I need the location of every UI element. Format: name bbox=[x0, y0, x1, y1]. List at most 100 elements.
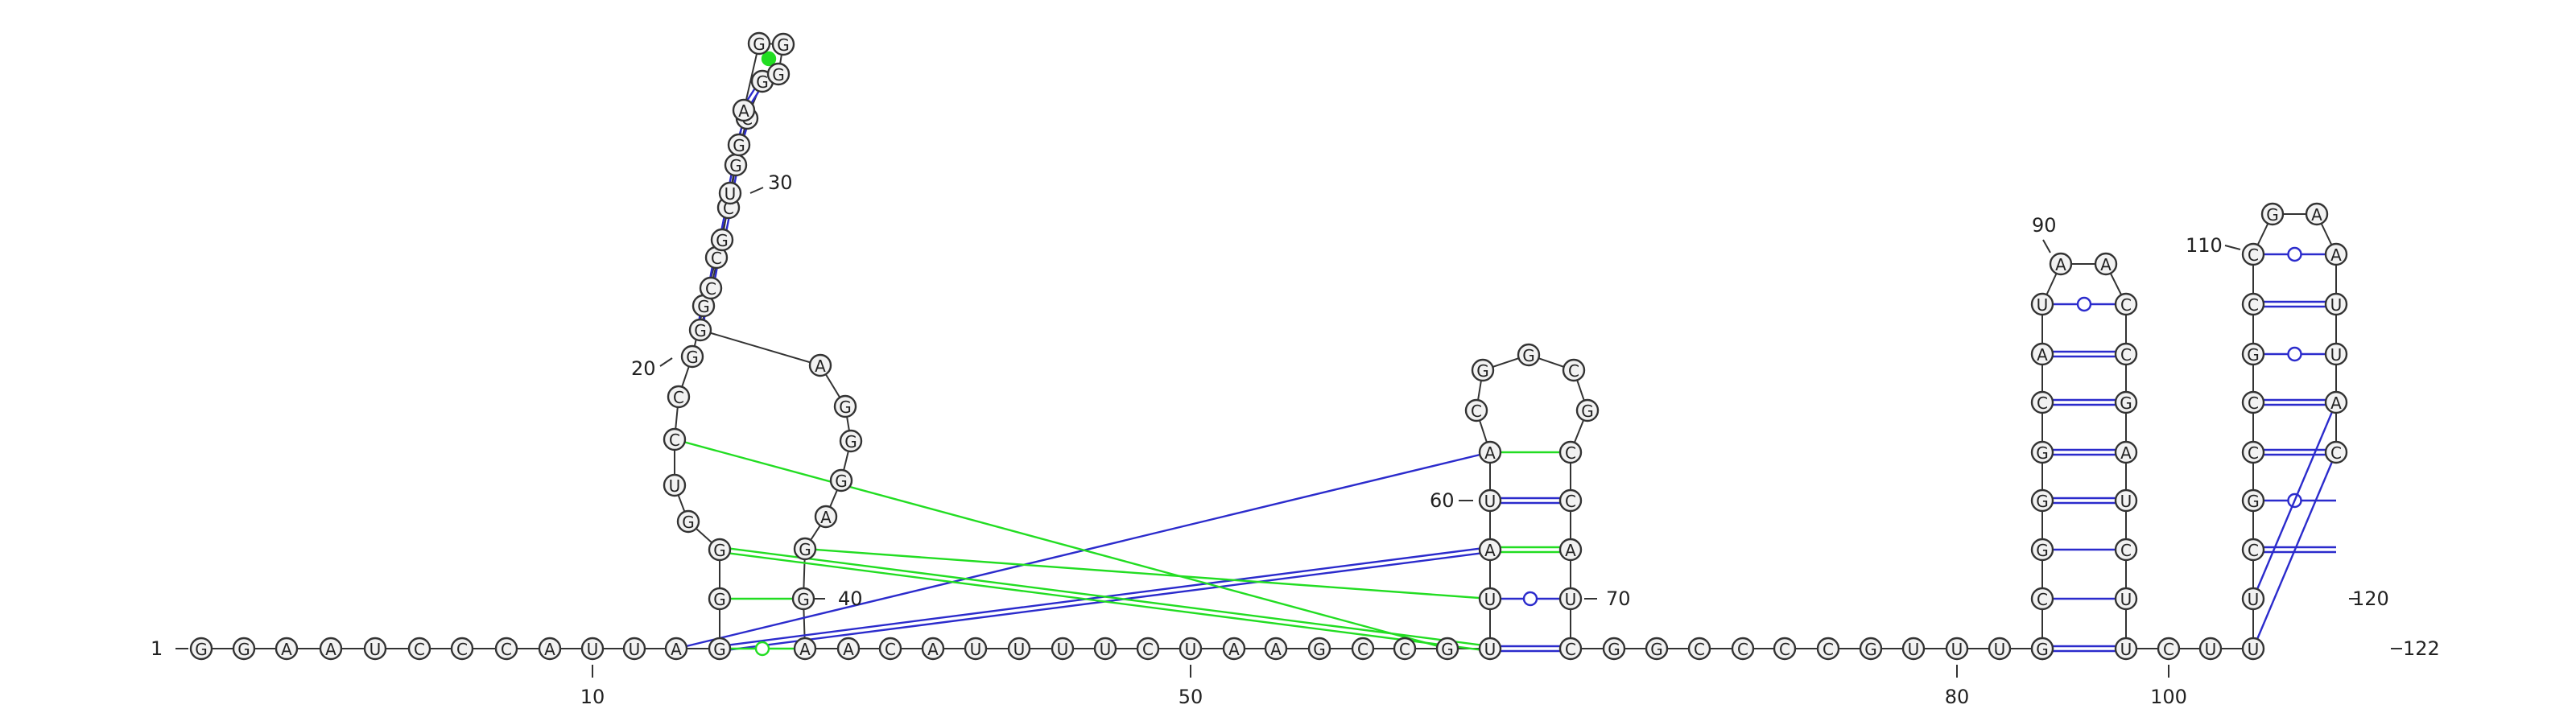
nucleotide: U bbox=[663, 473, 687, 497]
nucleotide-letter: U bbox=[369, 640, 382, 659]
nucleotide-circle bbox=[814, 505, 838, 529]
nucleotide-letter: G bbox=[1476, 361, 1489, 381]
nucleotide-circle bbox=[2241, 292, 2265, 316]
nucleotide-letter: A bbox=[2055, 255, 2066, 274]
nucleotide-letter: U bbox=[1908, 640, 1920, 659]
nucleotide-letter: G bbox=[694, 321, 707, 340]
nucleotide-circle bbox=[1471, 358, 1495, 382]
nucleotide-letter: A bbox=[2311, 205, 2322, 225]
nucleotide-circle bbox=[2241, 538, 2265, 562]
nucleotide: G bbox=[766, 62, 791, 86]
nucleotide: G bbox=[1575, 398, 1600, 422]
nucleotide-circle bbox=[1901, 637, 1926, 661]
nucleotide-circle bbox=[732, 98, 756, 122]
position-label: 122 bbox=[2403, 637, 2440, 660]
nucleotide-letter: G bbox=[2036, 492, 2049, 511]
nucleotide-circle bbox=[232, 637, 256, 661]
nucleotide: A bbox=[2114, 440, 2138, 464]
nucleotide-letter: C bbox=[2248, 394, 2259, 413]
nucleotide-circle bbox=[708, 637, 732, 661]
nucleotide: A bbox=[793, 637, 817, 661]
nucleotide-letter: C bbox=[1399, 640, 1410, 659]
nucleotide-circle bbox=[2030, 440, 2054, 464]
nucleotide-letter: C bbox=[2120, 541, 2132, 560]
nucleotide-letter: C bbox=[705, 279, 716, 299]
nucleotide: U bbox=[2114, 587, 2138, 611]
nucleotide: A bbox=[1478, 538, 1502, 562]
nucleotide-circle bbox=[2030, 488, 2054, 513]
nucleotide-circle bbox=[2114, 637, 2138, 661]
nucleotide: G bbox=[747, 31, 771, 56]
nucleotide: A bbox=[538, 637, 562, 661]
nucleotide: C bbox=[1393, 637, 1417, 661]
nucleotide-letter: G bbox=[2036, 443, 2049, 463]
nucleotide-letter: G bbox=[1581, 402, 1594, 421]
nucleotide-letter: G bbox=[686, 348, 699, 367]
nucleotides: GGAAUCCCAUUAGGGGUCCGGCCGCGGGGAGUGCGAGGGA… bbox=[189, 31, 2348, 661]
nucleotide: U bbox=[622, 637, 646, 661]
nucleotide: C bbox=[2114, 538, 2138, 562]
nucleotide: A bbox=[2030, 342, 2054, 366]
nucleotide-circle bbox=[1558, 440, 1583, 464]
nucleotide-letter: U bbox=[2120, 590, 2132, 609]
nucleotide-letter: C bbox=[669, 431, 680, 450]
nucleotide-circle bbox=[1602, 637, 1626, 661]
nucleotide-circle bbox=[1558, 538, 1583, 562]
nucleotide-letter: A bbox=[843, 640, 854, 659]
position-label: 30 bbox=[768, 171, 793, 194]
nucleotide-circle bbox=[771, 32, 795, 56]
nucleotide: G bbox=[1435, 637, 1459, 661]
nucleotide-letter: C bbox=[2120, 295, 2132, 315]
nucleotide-circle bbox=[708, 538, 732, 562]
nucleotide-letter: U bbox=[2205, 640, 2217, 659]
nucleotide: G bbox=[839, 429, 863, 453]
nucleotide-letter: G bbox=[1864, 640, 1877, 659]
nucleotide-letter: G bbox=[1608, 640, 1620, 659]
nucleotide-letter: G bbox=[799, 540, 811, 559]
base-pair-long-range-noncanonical bbox=[720, 546, 1491, 648]
nucleotide: G bbox=[2030, 488, 2054, 513]
position-label: 80 bbox=[1945, 686, 1970, 708]
nucleotide-letter: G bbox=[237, 640, 250, 659]
nucleotide: C bbox=[1773, 637, 1797, 661]
nucleotide-circle bbox=[1517, 343, 1541, 367]
nucleotide-letter: U bbox=[2248, 640, 2260, 659]
nucleotide-circle bbox=[494, 637, 518, 661]
nucleotide-circle bbox=[699, 276, 723, 300]
nucleotide-circle bbox=[2241, 390, 2265, 414]
nucleotide-letter: U bbox=[2330, 345, 2343, 365]
nucleotide-letter: A bbox=[2330, 394, 2342, 413]
nucleotide: C bbox=[450, 637, 474, 661]
nucleotide: U bbox=[2324, 292, 2348, 316]
nucleotide-letter: U bbox=[2120, 492, 2132, 511]
nucleotide: G bbox=[688, 318, 712, 342]
nucleotide-letter: C bbox=[2163, 640, 2174, 659]
nucleotide-circle bbox=[2241, 587, 2265, 611]
nucleotide-circle bbox=[1307, 637, 1331, 661]
nucleotide-letter: U bbox=[587, 640, 599, 659]
nucleotide-circle bbox=[2114, 292, 2138, 316]
nucleotide-circle bbox=[275, 637, 299, 661]
nucleotide: A bbox=[1558, 538, 1583, 562]
nucleotide: C bbox=[1558, 440, 1583, 464]
nucleotide: G bbox=[680, 344, 704, 369]
nucleotide: C bbox=[704, 245, 729, 270]
nucleotide: G bbox=[2114, 390, 2138, 414]
nucleotide-letter: U bbox=[1185, 640, 1197, 659]
nucleotide-circle bbox=[718, 181, 742, 205]
nucleotide-letter: G bbox=[753, 35, 766, 54]
base-pair-canonical bbox=[2252, 451, 2338, 649]
nucleotide-letter: G bbox=[729, 156, 742, 175]
nucleotide: G bbox=[708, 538, 732, 562]
nucleotide: C bbox=[407, 637, 431, 661]
nucleotide-letter: U bbox=[724, 184, 737, 204]
nucleotide-letter: G bbox=[713, 590, 726, 609]
nucleotide-letter: C bbox=[1694, 640, 1705, 659]
nucleotide: G bbox=[1645, 637, 1669, 661]
nucleotide: U bbox=[2241, 637, 2265, 661]
nucleotide-letter: A bbox=[927, 640, 939, 659]
nucleotide-circle bbox=[2030, 587, 2054, 611]
nucleotide-circle bbox=[2241, 637, 2265, 661]
nucleotide-letter: U bbox=[1565, 590, 1577, 609]
position-tick bbox=[659, 357, 673, 367]
